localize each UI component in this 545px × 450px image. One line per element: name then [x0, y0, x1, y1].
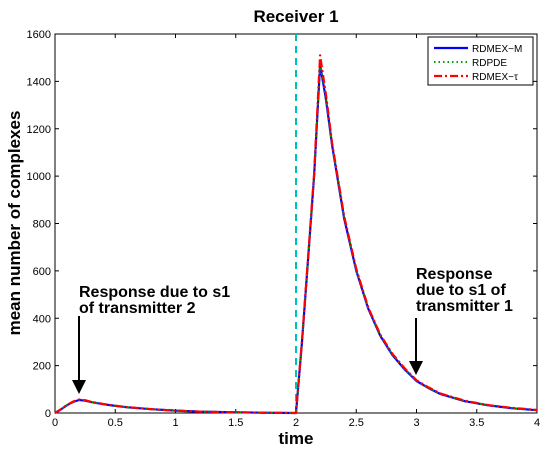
y-tick-label: 1600: [27, 29, 51, 41]
legend-label-1: RDPDE: [472, 58, 507, 69]
annotation-text: transmitter 1: [416, 298, 513, 315]
x-tick-label: 0: [52, 417, 58, 429]
x-tick-label: 2: [293, 417, 299, 429]
y-tick-label: 1400: [27, 76, 51, 88]
y-tick-label: 800: [33, 219, 51, 231]
y-tick-label: 1000: [27, 171, 51, 183]
annotation-text: Response due to s1: [79, 284, 230, 301]
x-tick-label: 4: [534, 417, 540, 429]
series-line-2: [54, 54, 538, 415]
annotation-text: due to s1 of: [416, 282, 506, 299]
y-tick-label: 200: [33, 361, 51, 373]
y-tick-label: 400: [33, 313, 51, 325]
x-tick-label: 2.5: [349, 417, 364, 429]
y-tick-label: 600: [33, 266, 51, 278]
x-axis-label: time: [279, 429, 314, 448]
annotation-arrow-head: [409, 361, 423, 376]
y-tick-label: 1200: [27, 124, 51, 136]
annotation-arrow-head: [72, 379, 86, 394]
x-tick-label: 3.5: [469, 417, 484, 429]
plot-area: 0 0.5 1 1.5 2 2.5 3 3.5 4 0 200 400 600 800 1000 1200 14…: [27, 29, 541, 429]
chart-title: Receiver 1: [253, 7, 338, 26]
x-tick-label: 1.5: [228, 417, 243, 429]
y-axis-label: mean number of complexes: [5, 111, 24, 336]
legend-label-0: RDMEX−M: [472, 44, 522, 55]
x-tick-label: 1: [172, 417, 178, 429]
x-tick-label: 0.5: [108, 417, 123, 429]
legend: RDMEX−M RDPDE RDMEX−τ: [427, 36, 534, 86]
legend-label-2: RDMEX−τ: [472, 72, 518, 83]
y-tick-label: 0: [45, 408, 51, 420]
annotation-text: Response: [416, 266, 493, 283]
x-tick-label: 3: [413, 417, 419, 429]
annotation-text: of transmitter 2: [79, 300, 196, 317]
